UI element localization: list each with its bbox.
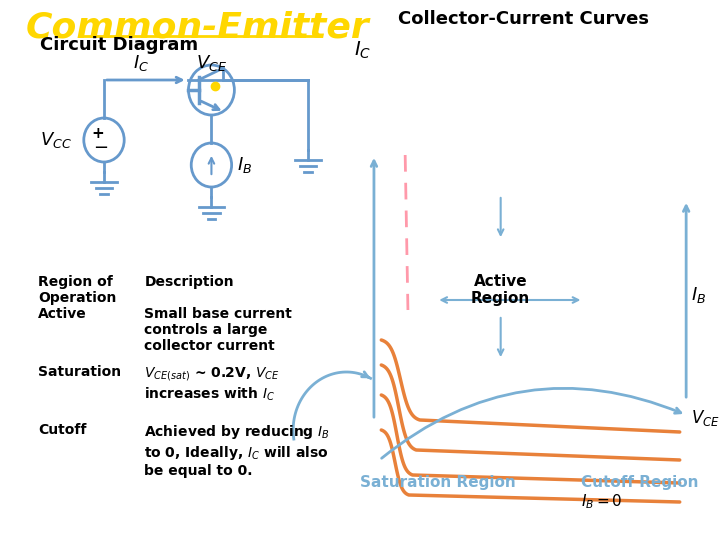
Text: Active: Active <box>38 307 86 321</box>
Text: Active
Region: Active Region <box>471 274 531 306</box>
Text: Cutoff: Cutoff <box>38 423 86 437</box>
Text: Collector-Current Curves: Collector-Current Curves <box>398 10 649 28</box>
Text: Saturation: Saturation <box>38 365 121 379</box>
Text: $V_{CE}$: $V_{CE}$ <box>690 408 719 428</box>
Text: $I_C$: $I_C$ <box>132 53 149 73</box>
Text: $V_{CC}$: $V_{CC}$ <box>40 130 72 150</box>
Text: Cutoff Region: Cutoff Region <box>582 475 699 490</box>
Text: $I_B = 0$: $I_B = 0$ <box>582 492 623 511</box>
Text: Circuit Diagram: Circuit Diagram <box>40 36 198 54</box>
Text: $V_{CE(sat)}$ ~ 0.2V, $V_{CE}$
increases with $I_C$: $V_{CE(sat)}$ ~ 0.2V, $V_{CE}$ increases… <box>145 365 280 403</box>
Text: +: + <box>91 125 104 140</box>
Text: $I_C$: $I_C$ <box>354 40 371 62</box>
Text: $I_B$: $I_B$ <box>237 155 252 175</box>
Text: Common-Emitter: Common-Emitter <box>26 10 369 44</box>
Text: Small base current
controls a large
collector current: Small base current controls a large coll… <box>145 307 292 353</box>
Text: −: − <box>93 139 108 157</box>
Text: Description: Description <box>145 275 234 289</box>
Text: Achieved by reducing $I_B$
to 0, Ideally, $I_C$ will also
be equal to 0.: Achieved by reducing $I_B$ to 0, Ideally… <box>145 423 330 478</box>
Text: $V_{CE}$: $V_{CE}$ <box>196 53 227 73</box>
Text: Region of
Operation: Region of Operation <box>38 275 116 305</box>
Text: Saturation Region: Saturation Region <box>360 475 516 490</box>
Text: $I_B$: $I_B$ <box>690 285 706 305</box>
